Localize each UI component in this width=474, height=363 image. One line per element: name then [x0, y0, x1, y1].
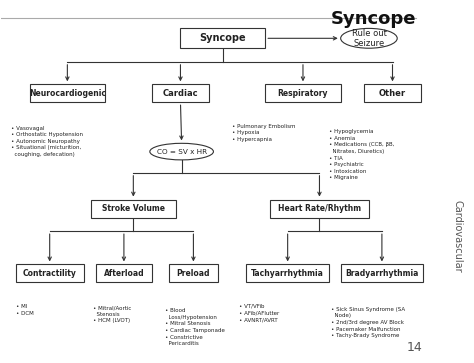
Text: 14: 14	[407, 342, 422, 354]
Text: Neurocardiogenic: Neurocardiogenic	[29, 89, 106, 98]
FancyBboxPatch shape	[91, 200, 176, 217]
Text: • Pulmonary Embolism
• Hypoxia
• Hypercapnia: • Pulmonary Embolism • Hypoxia • Hyperca…	[232, 124, 296, 142]
FancyBboxPatch shape	[364, 84, 421, 102]
FancyBboxPatch shape	[169, 264, 218, 282]
FancyBboxPatch shape	[265, 84, 341, 102]
Text: Tachyarrhythmia: Tachyarrhythmia	[251, 269, 324, 278]
FancyBboxPatch shape	[270, 200, 369, 217]
Ellipse shape	[150, 143, 213, 160]
Text: Other: Other	[379, 89, 406, 98]
Ellipse shape	[341, 28, 397, 48]
FancyBboxPatch shape	[181, 28, 265, 48]
Text: Contractility: Contractility	[23, 269, 77, 278]
FancyBboxPatch shape	[152, 84, 209, 102]
Text: • Vasovagal
• Orthostatic Hypotension
• Autonomic Neuropathy
• Situational (mict: • Vasovagal • Orthostatic Hypotension • …	[11, 126, 83, 157]
Text: Afterload: Afterload	[104, 269, 144, 278]
Text: Cardiac: Cardiac	[163, 89, 198, 98]
Text: Stroke Volume: Stroke Volume	[102, 204, 165, 213]
Text: Syncope: Syncope	[330, 11, 416, 28]
Text: Cardiovascular: Cardiovascular	[452, 200, 463, 272]
FancyBboxPatch shape	[16, 264, 84, 282]
Text: • Blood
  Loss/Hypotension
• Mitral Stenosis
• Cardiac Tamponade
• Constrictive
: • Blood Loss/Hypotension • Mitral Stenos…	[165, 308, 225, 346]
Text: CO = SV x HR: CO = SV x HR	[156, 148, 207, 155]
FancyBboxPatch shape	[246, 264, 329, 282]
FancyBboxPatch shape	[96, 264, 152, 282]
Text: • MI
• DCM: • MI • DCM	[16, 304, 33, 315]
Text: Respiratory: Respiratory	[278, 89, 328, 98]
Text: • VT/VFib
• AFib/AFlutter
• AVNRT/AVRT: • VT/VFib • AFib/AFlutter • AVNRT/AVRT	[239, 304, 280, 322]
Text: Bradyarrhythmia: Bradyarrhythmia	[345, 269, 419, 278]
FancyBboxPatch shape	[341, 264, 423, 282]
Text: • Hypoglycemia
• Anemia
• Medications (CCB, βB,
  Nitrates, Diuretics)
• TIA
• P: • Hypoglycemia • Anemia • Medications (C…	[329, 129, 394, 180]
FancyBboxPatch shape	[30, 84, 105, 102]
Text: • Mitral/Aortic
  Stenosis
• HCM (LVOT): • Mitral/Aortic Stenosis • HCM (LVOT)	[93, 305, 132, 323]
Text: • Sick Sinus Syndrome (SA
  Node)
• 2nd/3rd degree AV Block
• Pacemaker Malfunct: • Sick Sinus Syndrome (SA Node) • 2nd/3r…	[331, 307, 405, 338]
Text: Rule out
Seizure: Rule out Seizure	[352, 29, 386, 48]
Text: Heart Rate/Rhythm: Heart Rate/Rhythm	[278, 204, 361, 213]
Text: Syncope: Syncope	[200, 33, 246, 43]
Text: Preload: Preload	[177, 269, 210, 278]
